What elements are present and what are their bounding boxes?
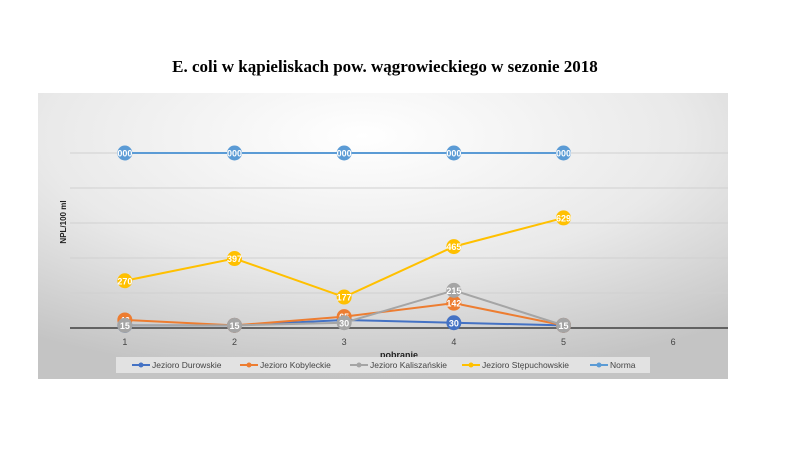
legend-item: Jezioro Stępuchowskie [462,360,569,370]
legend-marker [356,362,362,368]
data-label: 270 [117,276,132,286]
legend-label: Jezioro Kaliszańskie [370,360,447,370]
data-label: 000 [446,149,461,159]
legend-marker [468,362,474,368]
x-tick-label: 6 [671,337,676,347]
x-tick-label: 4 [451,337,456,347]
data-label: 629 [556,213,571,223]
data-point [446,295,462,311]
legend-marker [246,362,252,368]
data-label: 000 [556,149,571,159]
series-jezioro-stepuchowskie: 270 397 177 465 629 [117,210,571,305]
x-axis-label: pobranie [380,350,418,360]
data-label: 397 [227,254,242,264]
data-label: 000 [337,149,352,159]
legend-item: Jezioro Kaliszańskie [350,360,447,370]
x-tick-label: 5 [561,337,566,347]
data-label: 30 [339,318,349,328]
data-point [336,145,352,161]
data-label: 30 [449,318,459,328]
y-axis-label: NPL/100 ml [59,200,68,243]
data-label: 142 [446,299,461,309]
data-point [556,317,571,333]
data-point [227,251,242,267]
plot-background [38,93,728,379]
chart-title: E. coli w kąpieliskach pow. wągrowieckie… [172,57,598,76]
x-tick-label: 2 [232,337,237,347]
series-norma: 000 000 000 000 000 [117,145,571,161]
legend-item: Jezioro Kobyleckie [240,360,331,370]
data-label: 215 [446,286,461,296]
data-label: 15 [229,321,239,331]
data-label: 15 [558,321,568,331]
legend-label: Jezioro Stępuchowskie [482,360,569,370]
data-point [227,145,242,161]
data-point [117,145,133,161]
data-point [227,317,242,333]
data-point [446,239,462,255]
data-point [446,315,462,331]
data-point [556,145,571,161]
legend-marker [596,362,602,368]
legend-label: Jezioro Kobyleckie [260,360,331,370]
data-label: 000 [117,149,132,159]
data-point [117,273,133,289]
data-label: 15 [120,321,130,331]
data-label: 177 [337,293,352,303]
legend-item: Norma [590,360,636,370]
data-label: 465 [446,242,461,252]
data-label: 000 [227,149,242,159]
legend-item: Jezioro Durowskie [132,360,222,370]
data-point [336,315,352,331]
x-tick-labels: 1 2 3 4 5 6 [122,337,675,347]
x-tick-label: 3 [342,337,347,347]
x-tick-label: 1 [122,337,127,347]
data-point [336,289,352,305]
legend-marker [138,362,144,368]
series-layer: 4630466514215153021515270397177465629000… [117,145,571,333]
legend: Jezioro Durowskie Jezioro Kobyleckie Jezio… [116,357,650,373]
legend-label: Norma [610,360,636,370]
data-point [446,145,462,161]
data-point [556,210,571,226]
series-jezioro-kaliszanskie: 15 15 30 215 15 [117,282,571,333]
legend-box [116,357,650,373]
legend-label: Jezioro Durowskie [152,360,222,370]
data-point [117,317,133,333]
data-point [446,282,462,298]
